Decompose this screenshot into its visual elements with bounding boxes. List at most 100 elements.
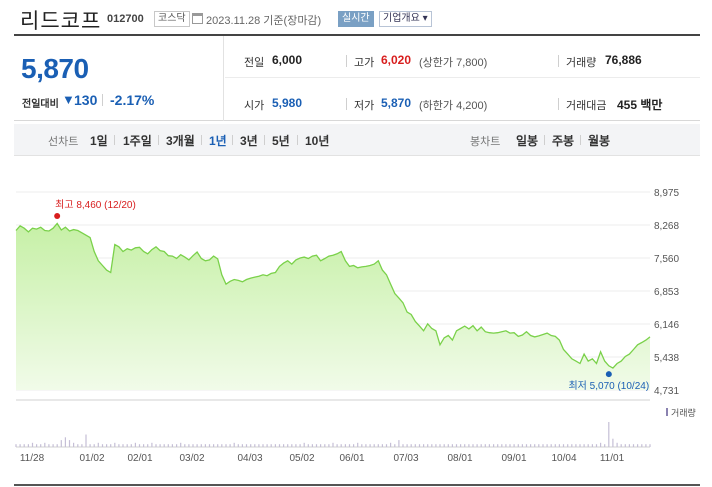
volume-bar: [258, 444, 260, 447]
volume-bar: [550, 444, 552, 447]
change-value: 130: [74, 92, 98, 108]
volume-bar: [513, 444, 515, 447]
volume-bar: [369, 444, 371, 447]
volume-bar: [357, 442, 359, 447]
volume-bar: [48, 444, 50, 447]
volume-bar: [641, 444, 643, 447]
trade-value-value: 455 백만: [617, 98, 663, 112]
volume-bar: [188, 444, 190, 447]
volume-bar: [23, 444, 25, 447]
volume-bar: [97, 442, 99, 447]
volume-bar: [93, 444, 95, 447]
stats-divider: [558, 98, 559, 110]
volume-bar: [307, 444, 309, 447]
tab-3-years[interactable]: 3년: [240, 134, 258, 148]
volume-bar: [299, 444, 301, 447]
volume-bar: [167, 444, 169, 447]
tab-daily-candle[interactable]: 일봉: [516, 134, 539, 148]
volume-bar: [237, 444, 239, 447]
volume-bar: [336, 444, 338, 447]
volume-bar: [27, 444, 29, 447]
volume-bar: [567, 444, 569, 447]
tab-10-years[interactable]: 10년: [305, 134, 330, 148]
volume-bar: [291, 444, 293, 447]
volume-bar: [270, 444, 272, 447]
tab-weekly-candle[interactable]: 주봉: [552, 134, 575, 148]
volume-bar: [571, 444, 573, 447]
volume-bar: [455, 444, 458, 447]
stats-row-divider: [225, 77, 700, 78]
company-overview-button[interactable]: 기업개요 ▾: [379, 11, 432, 27]
volume-bar: [402, 444, 404, 447]
trade-value-label: 거래대금: [566, 100, 607, 112]
high-label: 고가: [354, 57, 375, 69]
volume-bar: [612, 438, 614, 447]
volume-bar: [406, 444, 408, 447]
y-tick-label: 6,146: [654, 320, 679, 331]
tab-1-week[interactable]: 1주일: [123, 134, 152, 148]
volume-bar: [217, 444, 219, 447]
volume-bar: [562, 444, 565, 447]
volume-bar: [423, 444, 425, 447]
volume-bar: [274, 444, 276, 447]
volume-bar: [587, 444, 589, 447]
volume-bar: [365, 444, 367, 447]
y-tick-label: 5,438: [654, 353, 679, 364]
down-arrow-icon: ▼: [62, 92, 75, 107]
low-value: 5,870: [381, 96, 412, 110]
volume-bar: [233, 442, 235, 447]
volume-bar: [385, 444, 388, 447]
tab-3-months[interactable]: 3개월: [166, 134, 195, 148]
volume-bar: [68, 440, 71, 447]
volume-bar: [114, 442, 116, 447]
volume-bar: [208, 444, 211, 447]
volume-bar: [410, 444, 412, 447]
tab-monthly-candle[interactable]: 월봉: [588, 134, 611, 148]
volume-bar: [320, 444, 322, 447]
volume-bar: [460, 444, 462, 447]
volume-bar: [241, 444, 243, 447]
price-line: [15, 222, 651, 369]
volume-bar: [418, 444, 421, 447]
volume-bar: [353, 444, 355, 447]
high-value: 6,020: [381, 53, 412, 67]
volume-bar: [484, 444, 486, 447]
volume-bar: [81, 444, 83, 447]
volume-bar: [324, 444, 326, 447]
volume-bar: [488, 444, 490, 447]
tab-1-day[interactable]: 1일: [90, 134, 108, 148]
price-chart-svg: 최고 8,460 (12/20) 최저 5,070 (10/24) 8,975 8,…: [15, 188, 696, 464]
tab-divider: [297, 135, 298, 145]
y-tick-label: 4,731: [654, 386, 679, 397]
volume-bar: [118, 444, 120, 447]
volume-bar: [64, 437, 66, 447]
x-tick-label: 02/01: [127, 453, 152, 464]
x-tick-label: 07/03: [393, 453, 418, 464]
volume-bar: [147, 444, 149, 447]
tab-divider: [114, 135, 115, 145]
volume-bar: [283, 444, 285, 447]
volume-bar: [73, 442, 75, 447]
volume-bar: [303, 442, 305, 447]
volume-bar: [278, 444, 281, 447]
tab-1-year[interactable]: 1년: [209, 134, 227, 148]
volume-bar: [468, 444, 470, 447]
x-tick-label: 06/01: [339, 453, 364, 464]
volume-bar: [110, 444, 112, 447]
stock-header: 리드코프 012700 코스닥 2023.11.28 기준(장마감) 실시간 기…: [0, 0, 712, 34]
market-badge: 코스닥: [154, 11, 190, 27]
volume-bar: [443, 444, 445, 447]
volume-legend-swatch: [666, 408, 668, 416]
tab-5-years[interactable]: 5년: [272, 134, 290, 148]
volume-bar: [377, 444, 379, 447]
volume-bar: [176, 444, 178, 447]
volume-bar: [295, 444, 297, 447]
volume-bar: [344, 444, 346, 447]
high-marker: [54, 213, 61, 220]
realtime-button[interactable]: 실시간: [338, 11, 374, 27]
volume-bar: [31, 442, 34, 447]
price-date: 2023.11.28 기준(장마감): [206, 15, 322, 27]
volume-bar: [645, 444, 647, 447]
open-value: 5,980: [272, 96, 303, 110]
candle-chart-label: 봉차트: [470, 136, 501, 148]
